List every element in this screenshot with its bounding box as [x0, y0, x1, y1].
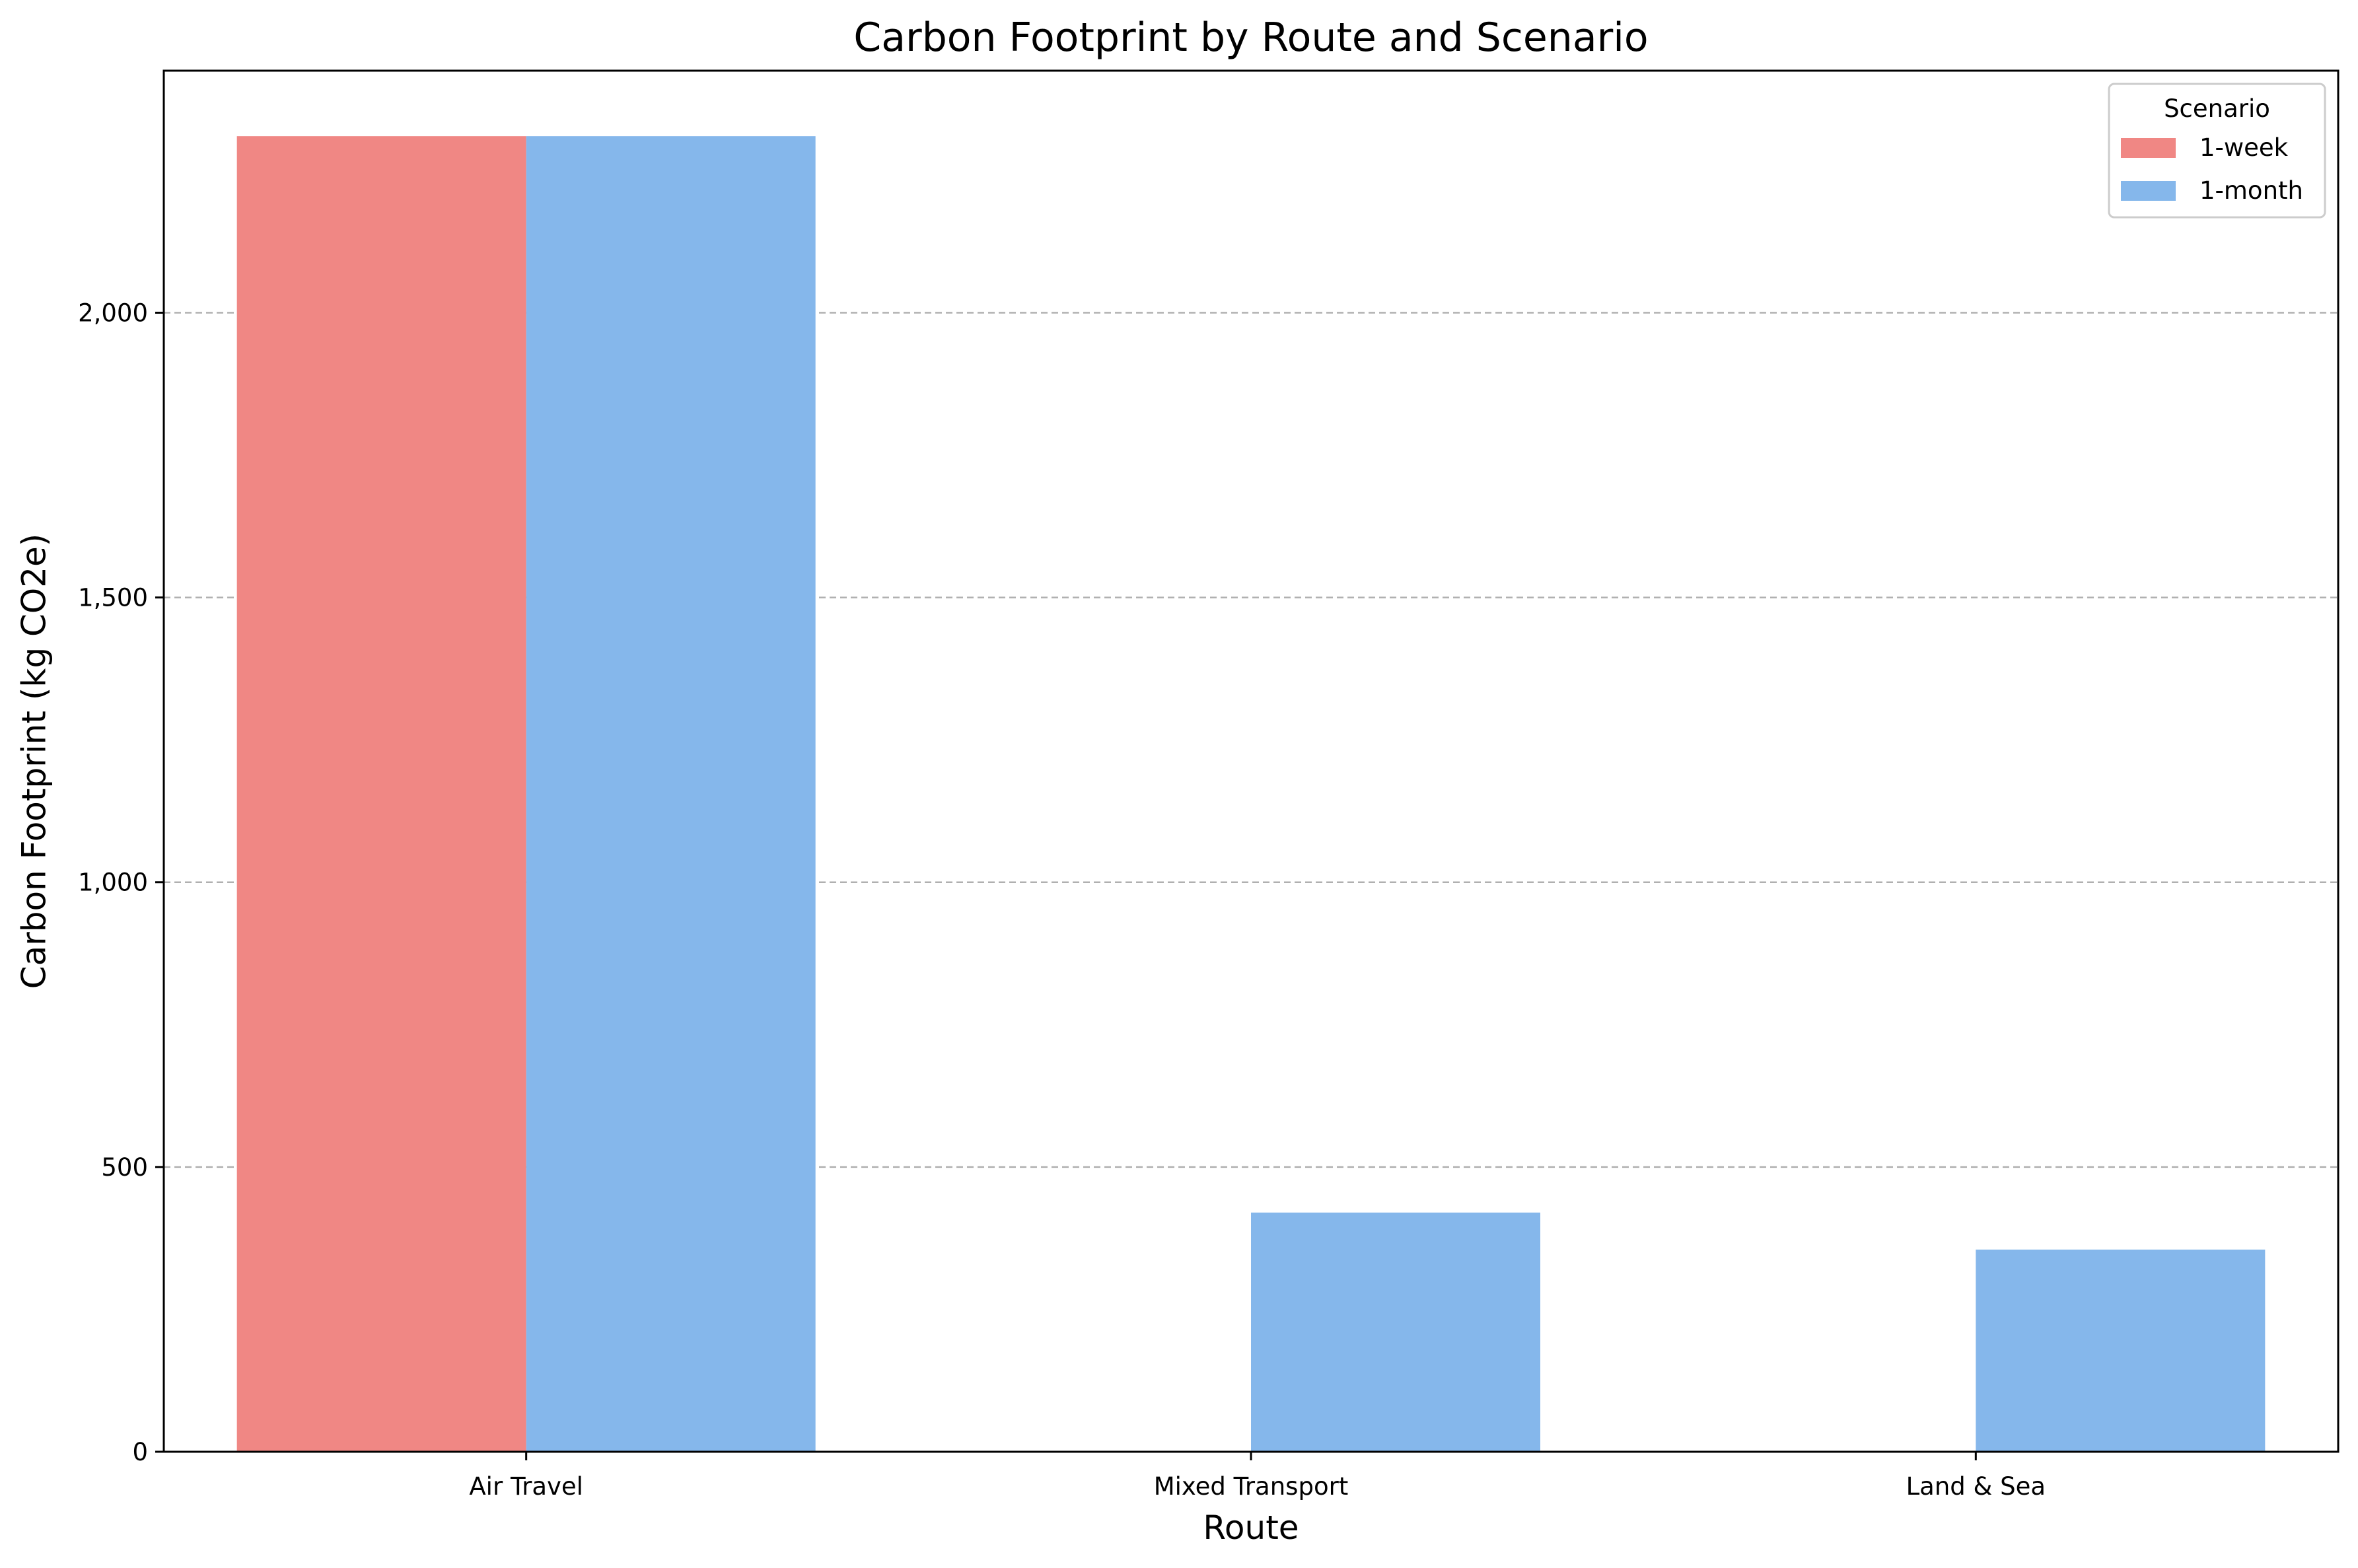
- legend-items: 1-week 1-month: [2121, 133, 2303, 205]
- y-tick-label: 500: [101, 1153, 148, 1182]
- legend-title: Scenario: [2164, 94, 2270, 123]
- chart-title: Carbon Footprint by Route and Scenario: [853, 15, 1648, 61]
- y-axis-label: Carbon Footprint (kg CO2e): [15, 534, 54, 989]
- legend: Scenario 1-week 1-month: [2108, 83, 2326, 219]
- x-tick-label: Land & Sea: [1906, 1472, 2046, 1501]
- y-tick-label: 0: [132, 1438, 148, 1466]
- legend-swatch: [2121, 181, 2176, 201]
- bars: [236, 136, 2266, 1452]
- legend-swatch: [2121, 138, 2176, 158]
- legend-label: 1-month: [2199, 176, 2303, 205]
- bar-1-week: [236, 136, 526, 1452]
- x-tick-label: Air Travel: [469, 1472, 583, 1501]
- bar-1-month: [526, 136, 816, 1452]
- y-tick-label: 1,500: [78, 584, 148, 612]
- x-axis-label: Route: [1203, 1509, 1299, 1547]
- bar-1-month: [1251, 1212, 1540, 1452]
- legend-label: 1-week: [2199, 133, 2289, 162]
- bar-1-month: [1976, 1249, 2266, 1452]
- y-tick-label: 1,000: [78, 869, 148, 897]
- axes: 0 500 1,000 1,500 2,000 Air Travel Mixed Trans…: [78, 299, 2046, 1501]
- x-tick-label: Mixed Transport: [1154, 1472, 1349, 1501]
- y-tick-label: 2,000: [78, 299, 148, 327]
